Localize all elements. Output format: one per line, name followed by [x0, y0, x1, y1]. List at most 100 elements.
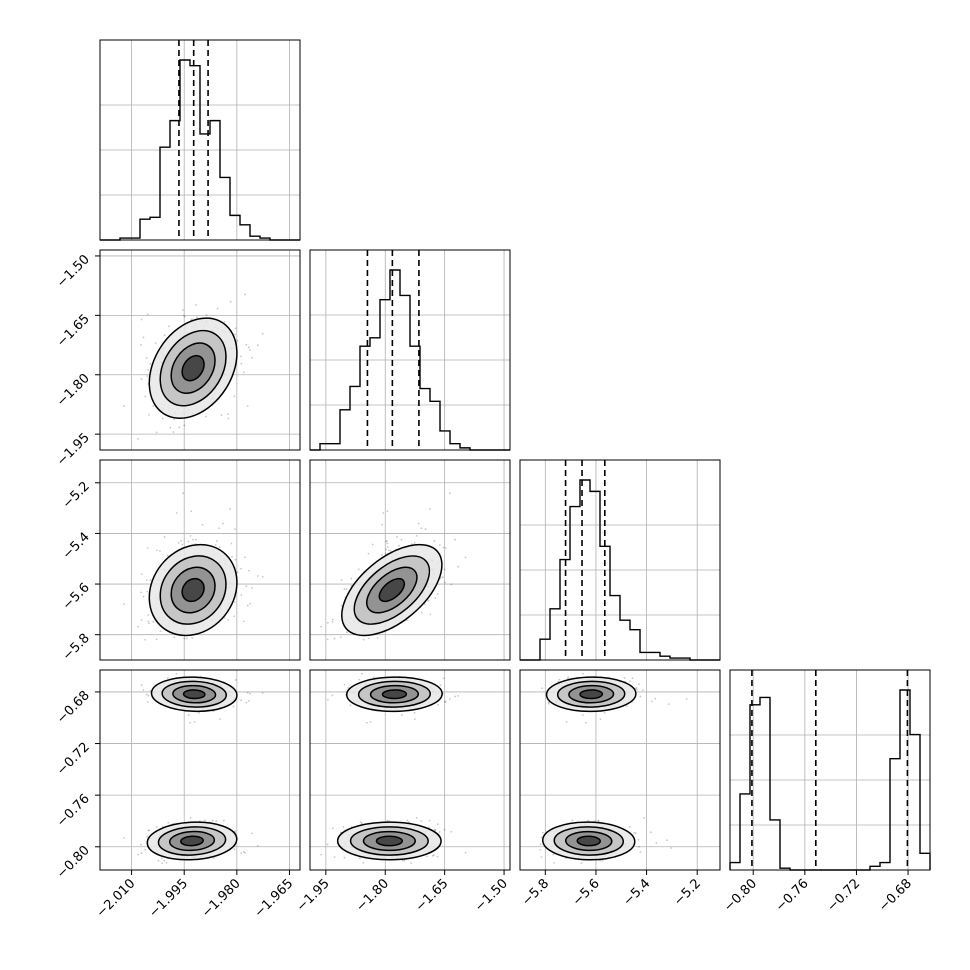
- sample-point: [438, 544, 441, 546]
- sample-point: [631, 677, 634, 680]
- sample-point: [144, 638, 147, 641]
- sample-point: [245, 343, 248, 346]
- sample-point: [163, 859, 166, 862]
- sample-point: [457, 565, 460, 568]
- sample-point: [442, 677, 445, 680]
- sample-point: [191, 318, 193, 321]
- sample-point: [246, 405, 249, 407]
- sample-point: [240, 567, 242, 570]
- sample-point: [229, 508, 231, 510]
- sample-point: [650, 700, 653, 703]
- sample-point: [182, 314, 185, 317]
- sample-point: [183, 424, 186, 427]
- sample-point: [439, 684, 442, 687]
- sample-point: [191, 637, 194, 639]
- sample-point: [229, 300, 232, 303]
- sample-point: [231, 555, 233, 558]
- sample-point: [190, 510, 193, 513]
- sample-point: [384, 552, 387, 555]
- sample-point: [429, 508, 431, 510]
- panel-frame: [309, 249, 511, 451]
- sample-point: [154, 342, 157, 344]
- sample-point: [333, 637, 336, 640]
- sample-point: [386, 546, 389, 548]
- sample-point: [450, 583, 453, 586]
- sample-point: [227, 618, 229, 621]
- sample-point: [331, 827, 334, 830]
- sample-point: [638, 683, 640, 686]
- sample-point: [580, 862, 583, 864]
- sample-point: [666, 839, 668, 842]
- sample-point: [358, 857, 361, 860]
- sample-point: [593, 820, 596, 823]
- sample-point: [216, 540, 218, 542]
- sample-point: [428, 819, 431, 822]
- sample-point: [625, 705, 628, 707]
- sample-point: [261, 692, 264, 694]
- sample-point: [424, 528, 427, 531]
- sample-point: [240, 362, 243, 365]
- sample-point: [146, 547, 149, 549]
- sample-point: [539, 848, 542, 851]
- sample-point: [251, 356, 253, 359]
- sample-point: [601, 859, 604, 862]
- sample-point: [434, 828, 436, 831]
- contour-level: [181, 354, 205, 382]
- sample-point: [236, 571, 239, 574]
- sample-point: [382, 512, 385, 514]
- contour-level: [181, 577, 205, 603]
- sample-point: [431, 854, 434, 857]
- sample-point: [398, 544, 400, 547]
- sample-point: [454, 695, 456, 698]
- sample-point: [219, 718, 221, 721]
- sample-point: [249, 602, 251, 605]
- sample-point: [146, 313, 149, 315]
- sample-point: [233, 830, 236, 833]
- sample-point: [442, 546, 445, 549]
- sample-point: [194, 538, 197, 541]
- sample-point: [248, 699, 250, 702]
- sample-point: [443, 828, 446, 831]
- sample-point: [152, 405, 155, 407]
- sample-point: [558, 678, 561, 681]
- sample-point: [350, 577, 353, 580]
- contour-level: [576, 835, 602, 847]
- sample-point: [244, 293, 246, 296]
- sample-point: [639, 695, 642, 698]
- sample-point: [340, 579, 343, 581]
- sample-point: [420, 611, 423, 614]
- sample-point: [175, 512, 178, 514]
- sample-point: [187, 540, 190, 543]
- sample-point: [343, 683, 346, 686]
- sample-point: [387, 549, 390, 552]
- hist-panel-0: [99, 39, 301, 241]
- sample-point: [567, 676, 570, 679]
- sample-point: [437, 703, 439, 706]
- sample-point: [623, 677, 626, 679]
- sample-point: [540, 856, 543, 859]
- sample-point: [148, 413, 150, 416]
- sample-point: [425, 855, 428, 858]
- sample-point: [240, 594, 243, 596]
- sample-point: [169, 426, 172, 429]
- sample-point: [188, 721, 191, 724]
- sample-point: [140, 378, 143, 380]
- sample-point: [565, 721, 568, 723]
- sample-point: [147, 694, 150, 697]
- hist-panel-1: [309, 249, 511, 451]
- sample-point: [444, 581, 446, 584]
- panel-frame: [99, 249, 301, 451]
- sample-point: [148, 622, 150, 625]
- sample-point: [633, 831, 636, 834]
- sample-point: [326, 621, 329, 624]
- sample-point: [448, 492, 451, 495]
- sample-point: [649, 831, 652, 834]
- sample-point: [137, 853, 139, 856]
- sample-point: [436, 823, 439, 826]
- sample-point: [233, 395, 236, 398]
- sample-point: [140, 573, 143, 576]
- sample-point: [156, 826, 158, 828]
- sample-point: [345, 588, 348, 590]
- sample-point: [220, 414, 223, 416]
